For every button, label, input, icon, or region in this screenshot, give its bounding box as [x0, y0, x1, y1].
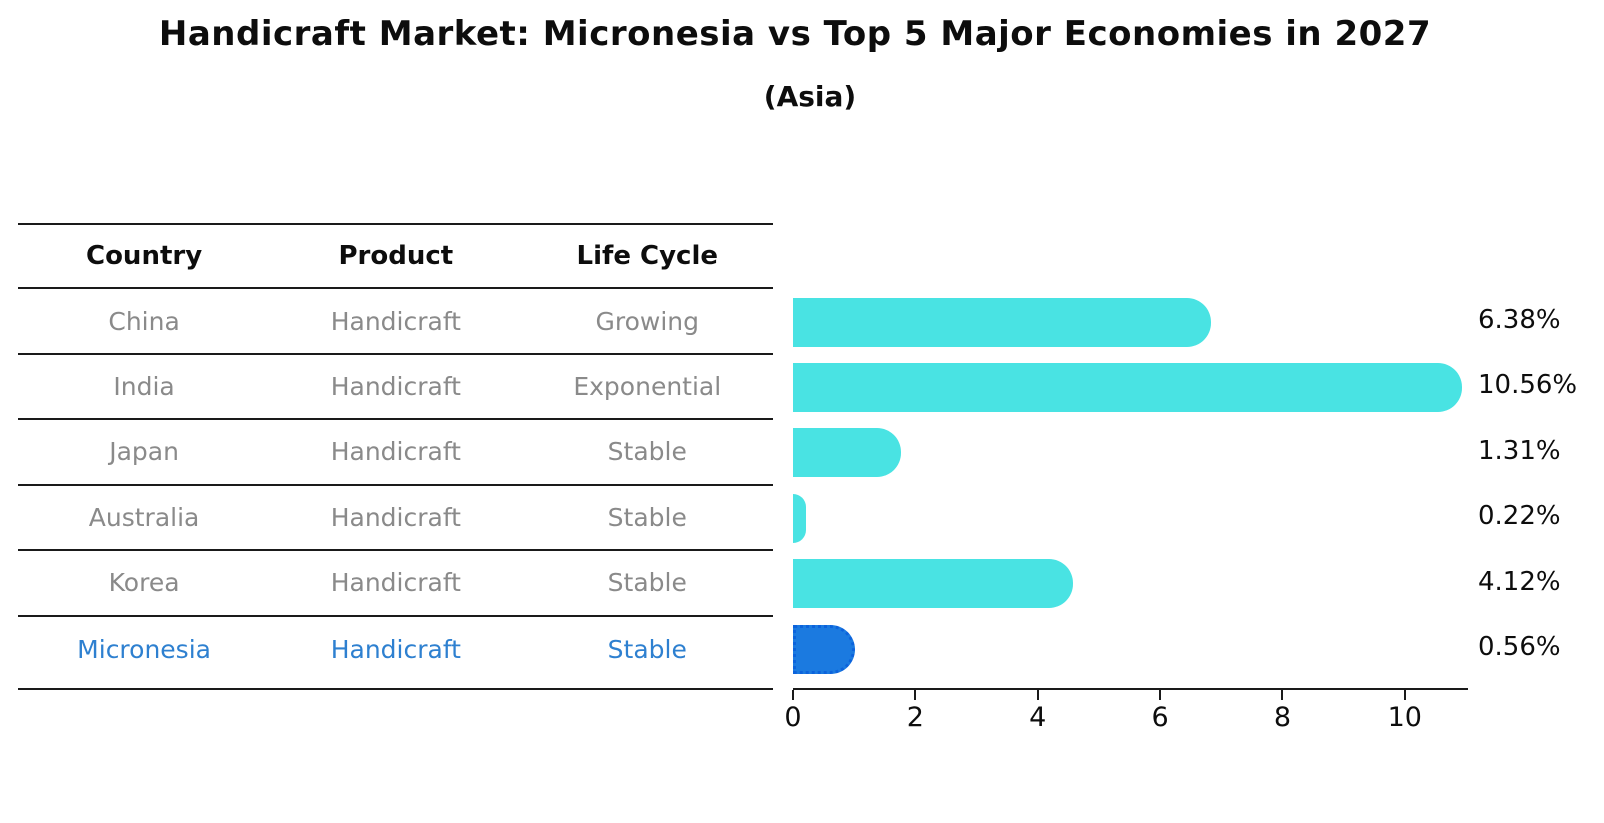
- cell-product: Handicraft: [330, 502, 461, 532]
- table-header-country: Country: [85, 241, 203, 271]
- table-row-japan: Japan Handicraft Stable: [18, 420, 773, 486]
- x-axis-tick: [1403, 690, 1406, 700]
- value-label-china: 6.38%: [1478, 305, 1561, 335]
- table-row-micronesia: Micronesia Handicraft Stable: [18, 616, 773, 682]
- x-axis-tick: [1159, 690, 1162, 700]
- cell-life-cycle: Stable: [607, 437, 687, 467]
- x-axis-tick-label: 0: [784, 702, 802, 733]
- table-bottom-line: [18, 688, 773, 690]
- x-axis-tick-label: 2: [906, 702, 924, 733]
- cell-country: Australia: [88, 502, 200, 532]
- x-axis-tick-label: 10: [1387, 702, 1422, 733]
- cell-life-cycle: Growing: [595, 306, 700, 336]
- bar-japan: [793, 428, 902, 478]
- cell-life-cycle: Stable: [607, 568, 687, 598]
- bar-australia: [793, 493, 807, 543]
- x-axis-tick: [914, 690, 917, 700]
- x-axis-tick: [792, 690, 794, 700]
- table-row-india: India Handicraft Exponential: [18, 354, 773, 421]
- table-row-china: China Handicraft Growing: [18, 289, 773, 355]
- cell-life-cycle: Stable: [607, 634, 687, 664]
- x-axis-tick-label: 4: [1029, 702, 1047, 733]
- bar-india: [793, 362, 1462, 412]
- chart-subtitle: (Asia): [763, 80, 857, 113]
- cell-product: Handicraft: [330, 371, 461, 401]
- bar-china: [793, 297, 1212, 347]
- value-label-korea: 4.12%: [1478, 566, 1561, 597]
- value-label-micronesia: 0.56%: [1478, 632, 1561, 662]
- value-label-india: 10.56%: [1478, 370, 1578, 401]
- bar-micronesia: [793, 624, 856, 674]
- cell-country: Micronesia: [77, 634, 211, 664]
- table-header-row: Country Product Life Cycle: [18, 223, 773, 289]
- cell-product: Handicraft: [330, 306, 461, 336]
- cell-product: Handicraft: [330, 568, 461, 598]
- x-axis-line: [793, 688, 1468, 690]
- cell-life-cycle: Stable: [607, 502, 687, 532]
- cell-product: Handicraft: [330, 634, 461, 664]
- table-header-life-cycle: Life Cycle: [576, 241, 718, 271]
- cell-country: Korea: [108, 568, 180, 598]
- table-row-korea: Korea Handicraft Stable: [18, 551, 773, 617]
- cell-life-cycle: Exponential: [573, 371, 722, 401]
- chart-title: Handicraft Market: Micronesia vs Top 5 M…: [158, 14, 1432, 54]
- cell-country: China: [108, 306, 180, 336]
- value-label-australia: 0.22%: [1478, 501, 1561, 532]
- x-axis-tick-label: 6: [1151, 702, 1169, 733]
- cell-product: Handicraft: [330, 437, 461, 467]
- x-axis-tick: [1281, 690, 1284, 700]
- table-header-product: Product: [338, 241, 454, 271]
- x-axis-tick-label: 8: [1273, 702, 1292, 733]
- bar-korea: [793, 559, 1074, 609]
- x-axis-tick: [1036, 690, 1039, 700]
- value-label-japan: 1.31%: [1478, 435, 1561, 466]
- cell-country: India: [113, 371, 175, 401]
- cell-country: Japan: [109, 437, 179, 467]
- table-row-australia: Australia Handicraft Stable: [18, 485, 773, 552]
